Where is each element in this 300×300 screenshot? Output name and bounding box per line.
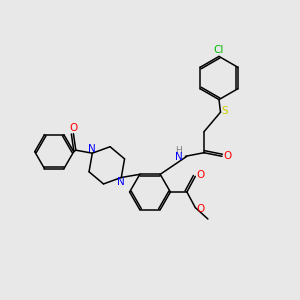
Text: N: N [88, 144, 96, 154]
Text: Cl: Cl [214, 45, 224, 55]
Text: O: O [223, 151, 232, 161]
Text: H: H [176, 146, 182, 155]
Text: S: S [221, 106, 228, 116]
Text: O: O [69, 123, 77, 133]
Text: O: O [196, 204, 205, 214]
Text: O: O [196, 170, 205, 180]
Text: N: N [175, 152, 183, 162]
Text: N: N [117, 177, 125, 187]
